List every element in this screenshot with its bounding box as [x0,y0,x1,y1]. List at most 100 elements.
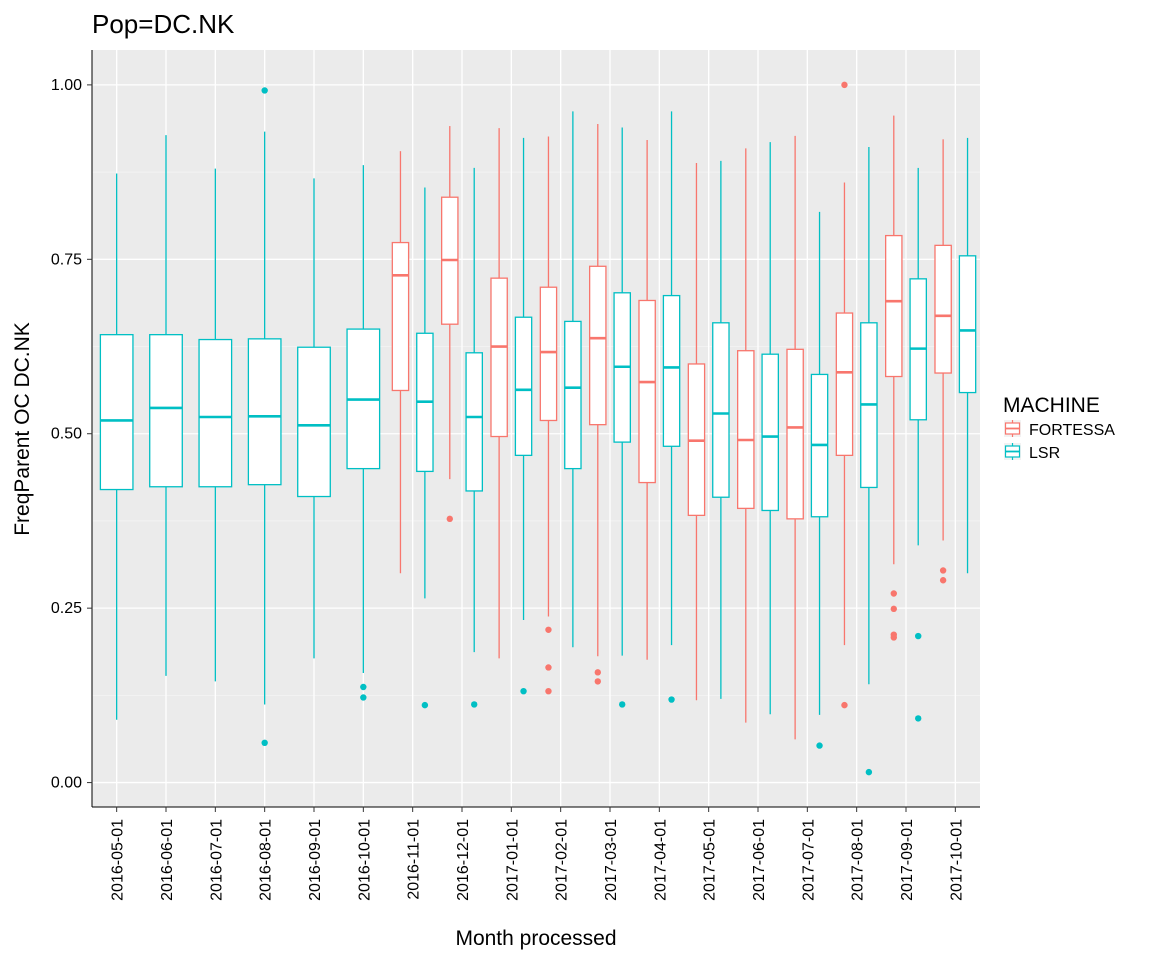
x-tick-label: 2016-11-01 [406,819,423,900]
outlier-point [668,696,675,703]
box-body [391,241,410,392]
x-tick-label: 2016-09-01 [307,819,324,901]
box-body [958,255,977,394]
box-body [589,265,607,426]
box-lsr [810,211,829,749]
y-tick-label: 0.00 [51,775,82,792]
outlier-point [939,577,947,584]
outlier-point [261,739,268,747]
outlier-point [446,515,453,523]
plot-panel [92,50,980,807]
box-body [934,244,952,374]
x-tick-label: 2016-12-01 [455,819,472,901]
outlier-point [816,742,823,749]
box-lsr [465,167,484,708]
x-tick-label: 2017-09-01 [899,819,916,901]
box-body [662,294,681,447]
box-lsr [514,137,533,695]
x-tick-label: 2017-03-01 [603,819,620,901]
box-lsr [662,111,681,703]
box-body [786,348,804,520]
box-body [490,277,508,438]
box-lsr [297,178,331,659]
box-lsr [613,127,632,708]
x-tick-label: 2016-08-01 [258,819,275,901]
y-tick-label: 0.50 [51,426,82,443]
outlier-point [520,687,527,695]
box-body [465,352,484,492]
box-lsr [247,87,282,747]
box-body [737,350,755,510]
box-body [198,338,233,488]
box-fortessa [539,136,558,695]
box-fortessa [490,128,508,659]
box-body [247,338,282,486]
outlier-point [915,632,922,640]
legend-item-fortessa: FORTESSA [1004,420,1115,439]
box-lsr [761,142,780,715]
x-tick-label: 2016-07-01 [208,819,225,901]
outlier-point [619,701,626,708]
box-lsr [860,146,878,776]
box-body [149,334,183,488]
x-tick-label: 2017-08-01 [850,819,867,901]
series-fortessa [391,81,952,740]
box-fortessa [391,151,410,574]
outlier-point [545,664,552,671]
x-tick-layer: 2016-05-01 2016-06-01 2016-07-01 2016-08-01… [110,807,965,901]
box-lsr [712,160,730,699]
box-fortessa [835,81,854,709]
series-lsr [99,87,977,776]
x-tick-label: 2017-06-01 [751,819,768,901]
x-tick-label: 2017-01-01 [504,819,521,901]
legend: MACHINE FORTESSA LSR [1003,394,1115,462]
box-body [539,286,558,422]
outlier-point [841,701,848,709]
box-lsr [198,168,233,682]
legend-title: MACHINE [1003,394,1100,417]
legend-items: FORTESSA LSR [1004,420,1115,462]
chart-title: Pop=DC.NK [92,9,235,39]
outlier-point [939,567,947,574]
box-lsr [416,187,434,709]
x-tick-label: 2017-10-01 [948,819,965,901]
outlier-point [594,678,601,685]
box-lsr [564,111,582,648]
legend-label: LSR [1029,445,1060,462]
x-tick-label: 2017-02-01 [554,819,571,901]
outlier-point [261,87,268,94]
box-fortessa [440,126,459,523]
axis-layer [91,50,980,808]
x-axis-title: Month processed [455,927,616,950]
box-body [835,312,854,457]
outlier-point [841,81,848,89]
legend-label: FORTESSA [1029,422,1115,439]
outlier-point [890,590,897,597]
y-tick-label: 0.25 [51,600,82,617]
box-body [564,320,582,470]
y-tick-layer: 0.00 0.25 0.50 0.75 1.00 [51,77,92,792]
box-fortessa [934,139,952,584]
box-body [712,322,730,498]
box-fortessa [885,115,903,641]
box-fortessa [687,163,706,701]
outlier-point [545,626,552,633]
box-fortessa [589,123,607,685]
outlier-point [594,669,601,676]
x-tick-label: 2016-06-01 [159,819,176,901]
box-body [297,346,331,498]
box-body [99,334,134,491]
box-body [514,316,533,457]
y-tick-label: 1.00 [51,77,82,94]
box-lsr [346,165,381,701]
box-body [761,353,780,512]
outlier-point [360,694,367,701]
outlier-point [471,701,478,708]
box-lsr [909,167,928,722]
box-fortessa [638,140,656,660]
x-tick-label: 2017-07-01 [800,819,817,901]
box-fortessa [786,135,804,740]
outlier-point [890,605,897,613]
